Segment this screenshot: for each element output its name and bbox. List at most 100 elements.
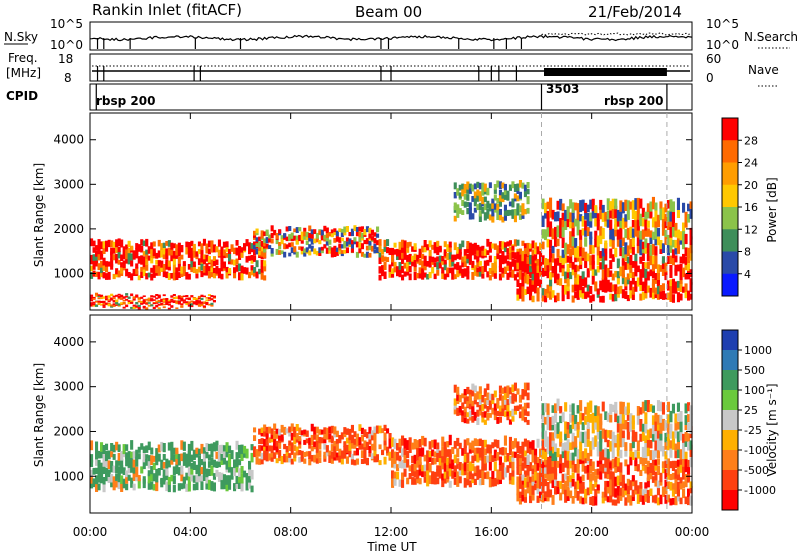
heatmap-cell [488, 451, 492, 462]
heatmap-cell [391, 268, 395, 274]
heatmap-cell [97, 271, 101, 280]
heatmap-cell [551, 495, 555, 505]
heatmap-cell [235, 258, 239, 265]
heatmap-cell [142, 269, 146, 277]
heatmap-cell [682, 230, 686, 238]
heatmap-cell [654, 471, 658, 481]
heatmap-cell [441, 454, 445, 463]
heatmap-cell [220, 478, 224, 490]
heatmap-cell [511, 475, 515, 485]
heatmap-cell [388, 451, 392, 458]
heatmap-cell [684, 217, 688, 228]
heatmap-cell [478, 191, 482, 197]
heatmap-cell [210, 259, 214, 268]
heatmap-cell [403, 438, 407, 449]
heatmap-cell [624, 497, 628, 506]
heatmap-cell [248, 468, 252, 477]
heatmap-cell [534, 484, 538, 491]
heatmap-cell [466, 257, 470, 264]
heatmap-cell [215, 246, 219, 253]
heatmap-cell [233, 247, 237, 255]
heatmap-cell [664, 469, 668, 479]
heatmap-cell [130, 477, 134, 488]
heatmap-cell [641, 229, 645, 240]
heatmap-cell [493, 449, 497, 458]
heatmap-cell [167, 303, 171, 306]
heatmap-cell [611, 208, 615, 219]
heatmap-cell [564, 421, 568, 434]
heatmap-cell [576, 274, 580, 285]
heatmap-cell [634, 261, 638, 271]
heatmap-cell [150, 253, 154, 258]
heatmap-cell [120, 294, 124, 297]
heatmap-cell [498, 190, 502, 196]
heatmap-cell [581, 199, 585, 211]
heatmap-cell [506, 453, 510, 462]
heatmap-cell [687, 473, 691, 483]
heatmap-cell [629, 289, 633, 299]
heatmap-cell [112, 476, 116, 484]
heatmap-cell [554, 477, 558, 487]
heatmap-cell [523, 254, 527, 262]
heatmap-cell [526, 481, 530, 488]
heatmap-cell [135, 294, 139, 297]
cpid-marks [95, 84, 668, 110]
heatmap-cell [383, 246, 387, 252]
heatmap-cell [549, 248, 553, 258]
heatmap-cell [458, 394, 462, 403]
heatmap-cell [421, 467, 425, 478]
colorbar-tick-label: -25 [744, 424, 762, 437]
heatmap-cell [674, 485, 678, 494]
heatmap-cell [564, 209, 568, 222]
heatmap-cell [589, 478, 593, 488]
heatmap-cell [343, 445, 347, 453]
heatmap-cell [107, 475, 111, 483]
heatmap-cell [373, 443, 377, 451]
heatmap-cell [431, 439, 435, 448]
heatmap-cell [373, 450, 377, 456]
heatmap-cell [689, 421, 693, 434]
heatmap-cell [298, 438, 302, 445]
heatmap-cell [122, 306, 126, 309]
heatmap-cell [466, 187, 470, 194]
heatmap-cell [566, 289, 570, 300]
heatmap-cell [441, 473, 445, 481]
power-cbar-label: Power [dB] [765, 177, 779, 242]
heatmap-cell [581, 228, 585, 236]
heatmap-cell [172, 447, 176, 455]
heatmap-cell [225, 442, 229, 452]
heatmap-cell [654, 246, 658, 256]
heatmap-cell [539, 464, 543, 473]
heatmap-cell [526, 470, 530, 477]
heatmap-cell [496, 253, 500, 260]
heatmap-cell [664, 479, 668, 488]
heatmap-cell [378, 444, 382, 450]
heatmap-cell [614, 198, 618, 210]
heatmap-cell [172, 454, 176, 462]
heatmap-cell [147, 455, 151, 462]
heatmap-cell [283, 233, 287, 238]
heatmap-cell [152, 306, 156, 309]
heatmap-cell [564, 275, 568, 284]
colorbar-tick-label: -100 [744, 444, 769, 457]
heatmap-cell [601, 285, 605, 293]
heatmap-cell [112, 247, 116, 254]
heatmap-cell [471, 455, 475, 464]
heatmap-cell [669, 209, 673, 222]
heatmap-cell [210, 457, 214, 466]
heatmap-cell [463, 249, 467, 256]
heatmap-cell [318, 441, 322, 450]
heatmap-cell [516, 291, 520, 301]
heatmap-cell [626, 273, 630, 280]
heatmap-cell [481, 395, 485, 403]
heatmap-cell [468, 242, 472, 250]
heatmap-cell [614, 284, 618, 295]
heatmap-cell [644, 211, 648, 220]
heatmap-cell [207, 266, 211, 271]
heatmap-cell [100, 300, 104, 303]
heatmap-cell [142, 300, 146, 303]
heatmap-cell [646, 243, 650, 254]
heatmap-cell [586, 452, 590, 461]
heatmap-cell [478, 409, 482, 416]
